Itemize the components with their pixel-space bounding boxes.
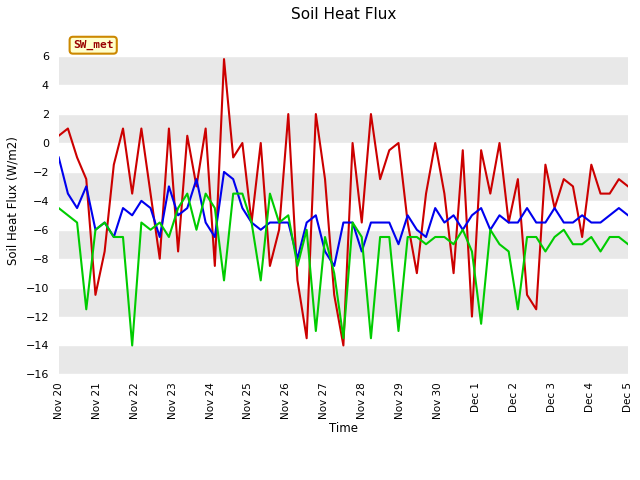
Bar	[59, 85, 628, 114]
Bar	[59, 56, 628, 85]
Text: SW_met: SW_met	[73, 40, 113, 50]
SHF2	[349, 220, 356, 226]
Bar	[59, 143, 628, 172]
SHF3	[229, 191, 237, 196]
SHF1	[220, 56, 228, 62]
SHF1	[55, 133, 63, 139]
SHF3	[55, 205, 63, 211]
Bar	[59, 288, 628, 316]
X-axis label: Time: Time	[329, 421, 358, 434]
SHF1	[615, 176, 623, 182]
SHF3	[340, 336, 348, 341]
SHF3	[358, 234, 365, 240]
SHF2	[55, 155, 63, 160]
SHF1	[624, 183, 632, 189]
SHF1	[340, 343, 348, 348]
SHF2	[615, 205, 623, 211]
SHF3	[248, 220, 255, 226]
SHF3	[468, 249, 476, 254]
SHF2	[321, 249, 329, 254]
SHF1	[239, 140, 246, 146]
Title: Soil Heat Flux: Soil Heat Flux	[291, 7, 396, 22]
SHF3	[615, 234, 623, 240]
Bar	[59, 316, 628, 346]
Line: SHF3: SHF3	[59, 193, 628, 346]
SHF3	[184, 191, 191, 196]
Bar	[59, 114, 628, 143]
SHF1	[358, 220, 365, 226]
SHF1	[468, 313, 476, 319]
SHF1	[330, 292, 338, 298]
Line: SHF2: SHF2	[59, 157, 628, 266]
Line: SHF1: SHF1	[59, 59, 628, 346]
SHF2	[624, 213, 632, 218]
SHF2	[211, 234, 219, 240]
Bar	[59, 230, 628, 259]
SHF3	[624, 241, 632, 247]
SHF1	[211, 263, 219, 269]
Bar	[59, 346, 628, 374]
Y-axis label: Soil Heat Flux (W/m2): Soil Heat Flux (W/m2)	[7, 136, 20, 265]
Bar	[59, 201, 628, 230]
SHF2	[229, 176, 237, 182]
Bar	[59, 172, 628, 201]
Bar	[59, 259, 628, 288]
SHF3	[129, 343, 136, 348]
SHF2	[330, 263, 338, 269]
SHF2	[459, 227, 467, 233]
